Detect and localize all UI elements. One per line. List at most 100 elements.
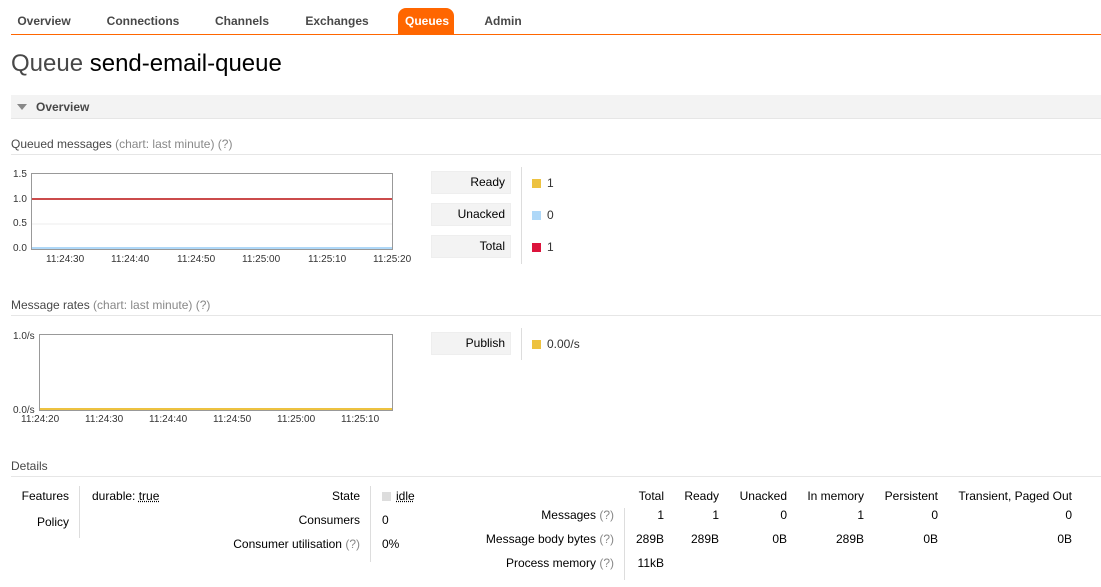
legend-unacked-label: Unacked [431, 203, 511, 226]
table-cell: 1 [712, 508, 719, 522]
y-tick-label: 1.5 [13, 169, 27, 180]
nav-underline [11, 34, 1101, 35]
table-cell: 11kB [637, 556, 664, 570]
queued-messages-title: Queued messages [11, 137, 112, 151]
help-link[interactable]: (?) [599, 508, 614, 522]
x-tick-label: 11:25:20 [373, 254, 412, 265]
help-link[interactable]: (?) [345, 537, 360, 551]
table-cell: 289B [690, 532, 719, 546]
state-label: State [331, 489, 360, 503]
row-label-text: Message body bytes [485, 532, 596, 546]
table-cell: 1 [857, 508, 864, 522]
page-title: Queue send-email-queue [11, 50, 282, 78]
tab-channels[interactable]: Channels [214, 14, 269, 28]
page-title-keyword: Queue [11, 50, 84, 77]
y-tick-label: 1.0/s [13, 331, 35, 342]
x-tick-label: 11:25:00 [277, 414, 316, 425]
legend-total-value: 1 [547, 240, 554, 254]
utilisation-label-text: Consumer utilisation [233, 537, 342, 551]
help-link[interactable]: (?) [599, 556, 614, 570]
x-tick-label: 11:25:10 [341, 414, 380, 425]
row-process-memory-label: Process memory (?) [450, 556, 614, 570]
table-cell: 289B [835, 532, 864, 546]
legend-unacked-value: 0 [547, 208, 554, 222]
tab-overview[interactable]: Overview [17, 14, 71, 28]
x-tick-label: 11:24:40 [149, 414, 188, 425]
tab-exchanges[interactable]: Exchanges [305, 14, 369, 28]
legend-publish-value: 0.00/s [547, 337, 580, 351]
x-tick-label: 11:24:50 [177, 254, 216, 265]
details-heading: Details [11, 459, 1101, 477]
table-cell: 0B [923, 532, 938, 546]
legend-publish-label: Publish [431, 332, 511, 355]
col-persistent: Persistent [884, 489, 938, 503]
utilisation-value: 0% [382, 537, 400, 551]
table-cell: 1 [657, 508, 664, 522]
consumers-value: 0 [382, 513, 389, 527]
x-tick-label: 11:24:20 [21, 414, 60, 425]
tab-queues[interactable]: Queues [398, 8, 454, 34]
state-value: idle [396, 489, 415, 503]
x-tick-label: 11:25:00 [242, 254, 281, 265]
queued-messages-meta[interactable]: (chart: last minute) (?) [115, 137, 233, 151]
legend-ready-label: Ready [431, 171, 511, 194]
row-label-text: Process memory [505, 556, 596, 570]
table-cell: 289B [635, 532, 664, 546]
features-label: Features [21, 489, 69, 503]
x-tick-label: 11:24:40 [111, 254, 150, 265]
details-divider [624, 508, 625, 580]
x-tick-label: 11:24:50 [213, 414, 252, 425]
table-cell: 0 [1065, 508, 1072, 522]
details-divider [370, 486, 371, 562]
table-cell: 0 [780, 508, 787, 522]
legend-unacked-swatch [532, 211, 541, 220]
message-rates-title: Message rates [11, 298, 90, 312]
tab-admin[interactable]: Admin [484, 14, 522, 28]
legend-publish-swatch [532, 340, 541, 349]
details-divider [79, 486, 80, 538]
col-unacked: Unacked [739, 489, 787, 503]
message-rates-chart [39, 334, 393, 411]
utilisation-label: Consumer utilisation (?) [180, 537, 360, 551]
legend-total-label: Total [431, 235, 511, 258]
x-tick-label: 11:24:30 [85, 414, 124, 425]
col-in-memory: In memory [807, 489, 864, 503]
queued-messages-heading: Queued messages (chart: last minute) (?) [11, 137, 1101, 155]
y-tick-label: 0.5 [13, 218, 27, 229]
x-tick-label: 11:25:10 [308, 254, 347, 265]
y-tick-label: 1.0 [13, 194, 27, 205]
state-idle-indicator [382, 492, 391, 501]
message-rates-heading: Message rates (chart: last minute) (?) [11, 298, 1101, 316]
legend-divider [521, 328, 522, 360]
consumers-label: Consumers [298, 513, 360, 527]
help-link[interactable]: (?) [599, 532, 614, 546]
y-tick-label: 0.0/s [13, 405, 35, 416]
tab-connections[interactable]: Connections [106, 14, 180, 28]
message-rates-meta[interactable]: (chart: last minute) (?) [93, 298, 211, 312]
y-tick-label: 0.0 [13, 243, 27, 254]
legend-ready-swatch [532, 179, 541, 188]
x-tick-label: 11:24:30 [46, 254, 85, 265]
legend-divider [521, 167, 522, 264]
table-cell: 0B [1057, 532, 1072, 546]
features-value: durable: true [92, 489, 159, 503]
col-transient-paged-out: Transient, Paged Out [958, 489, 1072, 503]
details-title: Details [11, 459, 48, 473]
row-body-bytes-label: Message body bytes (?) [450, 532, 614, 546]
page-title-queue-name: send-email-queue [89, 50, 282, 77]
queued-messages-chart [31, 173, 393, 250]
features-key: durable: [92, 489, 136, 503]
row-label-text: Messages [541, 508, 596, 522]
row-messages-label: Messages (?) [450, 508, 614, 522]
overview-section-label: Overview [36, 100, 90, 114]
legend-ready-value: 1 [547, 176, 554, 190]
legend-total-swatch [532, 243, 541, 252]
collapse-triangle-icon [17, 104, 27, 110]
overview-section-toggle[interactable]: Overview [11, 95, 1101, 119]
message-rates-plot [40, 408, 392, 410]
policy-label: Policy [36, 515, 69, 529]
table-cell: 0B [772, 532, 787, 546]
col-ready: Ready [684, 489, 719, 503]
col-total: Total [638, 489, 664, 503]
durable-value: true [138, 489, 160, 503]
